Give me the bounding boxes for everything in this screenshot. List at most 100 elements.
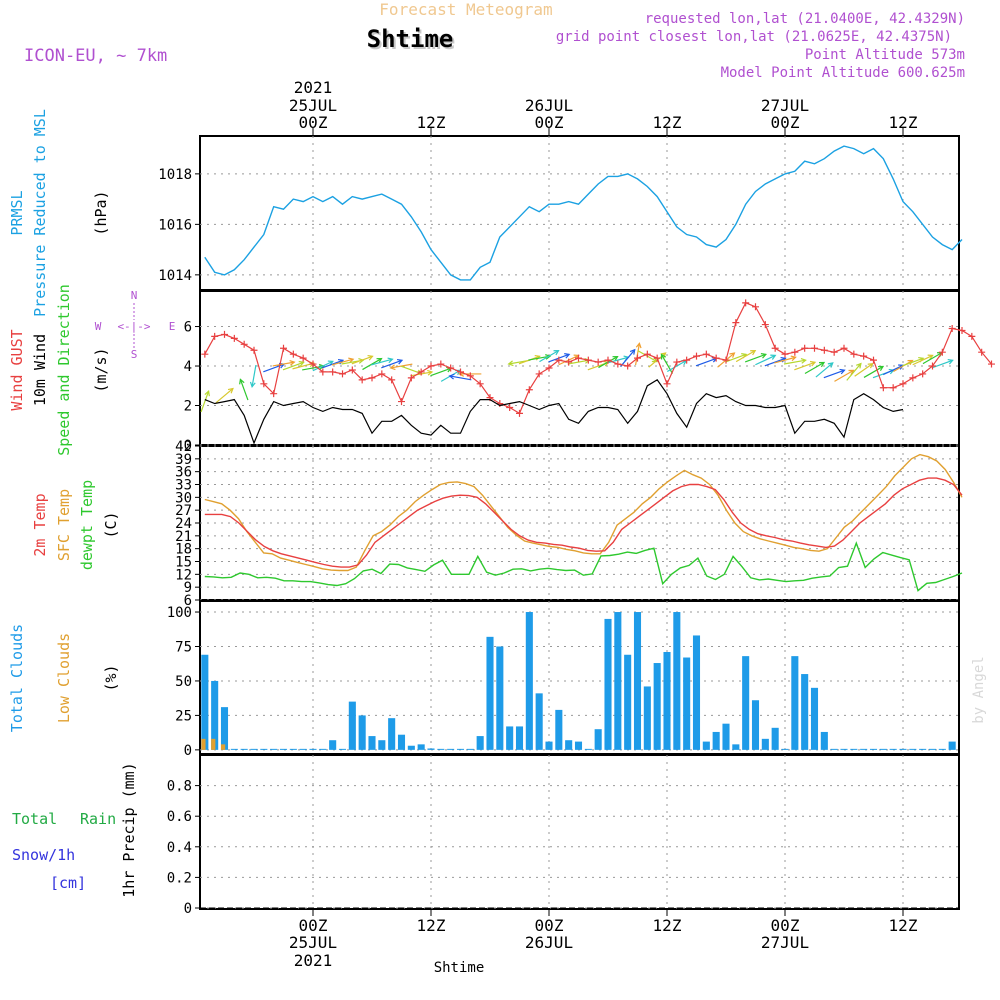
total-cloud-bar	[417, 744, 425, 750]
wind-arrow-head	[289, 359, 296, 366]
wind-arrow-shaft	[322, 359, 344, 369]
temp-tick-label: 24	[175, 516, 192, 532]
top-axis-hour: 12Z	[417, 113, 446, 132]
gust-point	[722, 356, 730, 364]
wind-arrow-shaft	[272, 361, 295, 367]
gust-point	[368, 374, 376, 382]
gust-point	[555, 356, 563, 364]
clouds-panel: 0 25 50 75 100 Total Clouds Low Clouds (%) b…	[8, 600, 987, 759]
total-cloud-bar	[397, 734, 406, 750]
low-cloud-bar	[220, 744, 226, 750]
gust-point	[820, 346, 828, 354]
wind-arrow-shaft	[764, 357, 786, 367]
wind-arrow-shaft	[312, 360, 334, 372]
clouds-tick-label: 75	[175, 639, 192, 655]
precip-tick-label: 0.8	[167, 779, 192, 795]
wind-arrow-shaft	[755, 354, 776, 366]
total-cloud-bar	[683, 657, 691, 750]
gust-point	[634, 354, 641, 362]
gust-point	[260, 380, 268, 388]
gridpoint-coords: grid point closest lon,lat (21.0625E, 42…	[556, 29, 952, 45]
precip-label-cm: [cm]	[50, 874, 86, 892]
wind-label-gust: Wind GUST	[8, 329, 26, 410]
total-cloud-bar	[830, 748, 838, 750]
total-cloud-bar	[801, 674, 809, 750]
clouds-plot-frame	[199, 600, 960, 755]
low-cloud-bar	[211, 738, 216, 750]
bottom-axis-hour: 12Z	[889, 916, 918, 935]
wind-arrow-head	[635, 342, 642, 349]
temp-unit: (C)	[102, 511, 120, 538]
total-cloud-bar	[466, 748, 474, 750]
wind-arrow-shaft	[351, 355, 373, 365]
wind-arrow-head	[396, 358, 404, 365]
dewpoint-line	[204, 541, 963, 592]
temp-tick-label: 6	[184, 593, 192, 609]
gust-point	[811, 344, 818, 352]
gust-point	[584, 356, 592, 364]
gust-point	[201, 350, 209, 358]
clouds-tick-label: 25	[175, 708, 192, 724]
total-cloud-bar	[279, 748, 288, 750]
top-axis-hour: 12Z	[889, 113, 918, 132]
pressure-plot-frame	[199, 135, 960, 291]
wind-arrow-shaft	[634, 343, 641, 366]
gust-series-markers	[201, 299, 995, 417]
total-cloud-bar	[289, 748, 297, 750]
gust-point	[388, 376, 396, 384]
wind-arrow-shaft	[282, 361, 304, 371]
total-cloud-bar	[555, 709, 563, 750]
gust-point	[221, 330, 228, 338]
total-cloud-bar	[702, 741, 710, 750]
gust-point	[378, 370, 386, 378]
model-altitude: Model Point Altitude 600.625m	[721, 65, 965, 81]
temp-tick-label: 9	[184, 580, 192, 596]
total-cloud-bar	[742, 656, 750, 750]
clouds-label-low: Low Clouds	[55, 633, 73, 723]
gust-point	[535, 370, 543, 378]
wind-arrow-shaft	[794, 361, 816, 371]
total-cloud-bar	[211, 680, 219, 750]
gust-point	[860, 352, 868, 360]
location-title: Shtime	[367, 25, 454, 53]
total-cloud-bar	[230, 748, 238, 750]
wind-arrow-head	[376, 357, 383, 364]
gust-point	[604, 356, 612, 364]
total-cloud-bar	[240, 748, 248, 750]
wind-arrow-shaft	[882, 364, 904, 376]
total-cloud-bar	[722, 723, 730, 750]
footer-location: Shtime	[434, 960, 485, 976]
gust-point	[319, 368, 327, 376]
gust-point	[545, 364, 553, 372]
top-axis-year: 2021	[294, 78, 333, 97]
wind-arrow-shaft	[449, 375, 472, 381]
gust-point	[437, 360, 445, 368]
bottom-axis-hour: 00Z	[535, 916, 564, 935]
total-cloud-bar	[574, 741, 583, 750]
wind-label-10m: 10m Wind	[31, 334, 49, 406]
wind-arrow-shaft	[823, 369, 845, 379]
wind-arrow-head	[651, 357, 658, 363]
wind-arrow-head	[387, 357, 394, 364]
gust-point	[712, 354, 720, 362]
total-cloud-bar	[791, 656, 799, 750]
gust-point	[978, 348, 986, 356]
total-cloud-bar	[810, 687, 819, 750]
top-axis-hour: 00Z	[771, 113, 800, 132]
total-cloud-bar	[506, 726, 514, 750]
precip-label-total: Total	[12, 810, 57, 828]
pressure-tick-label: 1014	[158, 268, 192, 284]
gust-point	[693, 352, 700, 360]
total-cloud-bar	[732, 744, 740, 750]
total-cloud-bar	[565, 740, 573, 750]
total-cloud-bar	[919, 748, 927, 750]
top-axis-hour: 00Z	[535, 113, 564, 132]
model-label: ICON-EU, ~ 7km	[24, 46, 167, 66]
total-cloud-bar	[879, 748, 887, 750]
compass-cross: <-|->	[117, 320, 150, 333]
gust-point	[516, 409, 523, 417]
sfc-temp-line	[204, 453, 963, 572]
temp-2m-line	[204, 477, 963, 568]
